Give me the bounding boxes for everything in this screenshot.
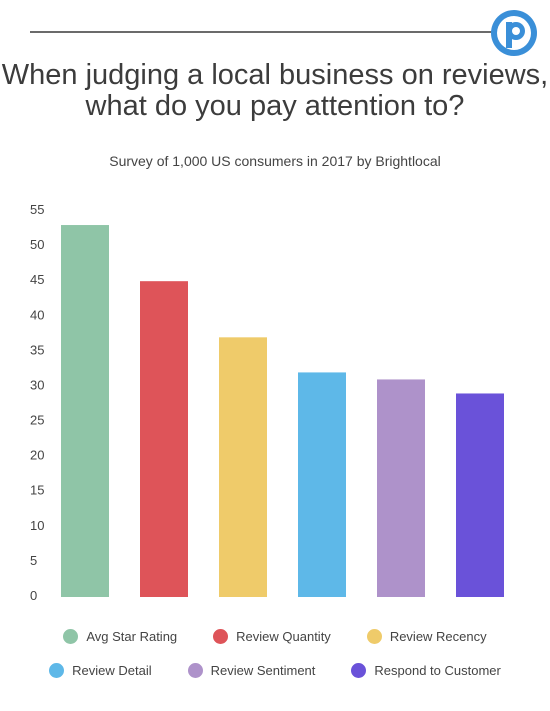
y-tick-label: 55 xyxy=(30,202,44,217)
legend-swatch xyxy=(351,663,366,678)
brand-logo-icon xyxy=(489,8,539,58)
bar-review-recency xyxy=(219,337,267,597)
legend-item: Review Recency xyxy=(367,629,487,644)
legend-item: Review Quantity xyxy=(213,629,331,644)
y-tick-label: 20 xyxy=(30,448,44,463)
legend-swatch xyxy=(49,663,64,678)
y-tick-label: 0 xyxy=(30,588,37,603)
legend-row: Review Detail Review Sentiment Respond to … xyxy=(0,659,550,681)
chart-legend: Avg Star Rating Review Quantity Review Rec… xyxy=(0,625,550,693)
y-tick-label: 30 xyxy=(30,377,44,392)
legend-item: Respond to Customer xyxy=(351,663,500,678)
legend-swatch xyxy=(63,629,78,644)
chart-subtitle: Survey of 1,000 US consumers in 2017 by … xyxy=(0,153,550,169)
y-tick-label: 5 xyxy=(30,553,37,568)
bar-review-sentiment xyxy=(377,379,425,597)
legend-item: Review Sentiment xyxy=(188,663,316,678)
legend-item: Review Detail xyxy=(49,663,151,678)
legend-row: Avg Star Rating Review Quantity Review Rec… xyxy=(0,625,550,647)
top-divider xyxy=(30,31,496,33)
y-tick-label: 15 xyxy=(30,483,44,498)
bar-review-quantity xyxy=(140,281,188,597)
bar-review-detail xyxy=(298,372,346,597)
legend-label: Review Detail xyxy=(72,663,151,678)
legend-label: Avg Star Rating xyxy=(86,629,177,644)
legend-swatch xyxy=(213,629,228,644)
legend-item: Avg Star Rating xyxy=(63,629,177,644)
bar-chart: 0 5 10 15 20 25 30 35 40 45 50 55 xyxy=(0,195,550,615)
y-tick-label: 45 xyxy=(30,272,44,287)
chart-title: When judging a local business on reviews… xyxy=(0,60,550,122)
legend-label: Review Recency xyxy=(390,629,487,644)
legend-label: Respond to Customer xyxy=(374,663,500,678)
y-tick-label: 10 xyxy=(30,518,44,533)
legend-swatch xyxy=(188,663,203,678)
y-tick-label: 40 xyxy=(30,307,44,322)
y-tick-label: 35 xyxy=(30,342,44,357)
legend-swatch xyxy=(367,629,382,644)
y-tick-label: 50 xyxy=(30,237,44,252)
legend-label: Review Quantity xyxy=(236,629,331,644)
bar-respond-to-customer xyxy=(456,393,504,597)
y-tick-label: 25 xyxy=(30,413,44,428)
legend-label: Review Sentiment xyxy=(211,663,316,678)
bar-avg-star-rating xyxy=(61,225,109,597)
